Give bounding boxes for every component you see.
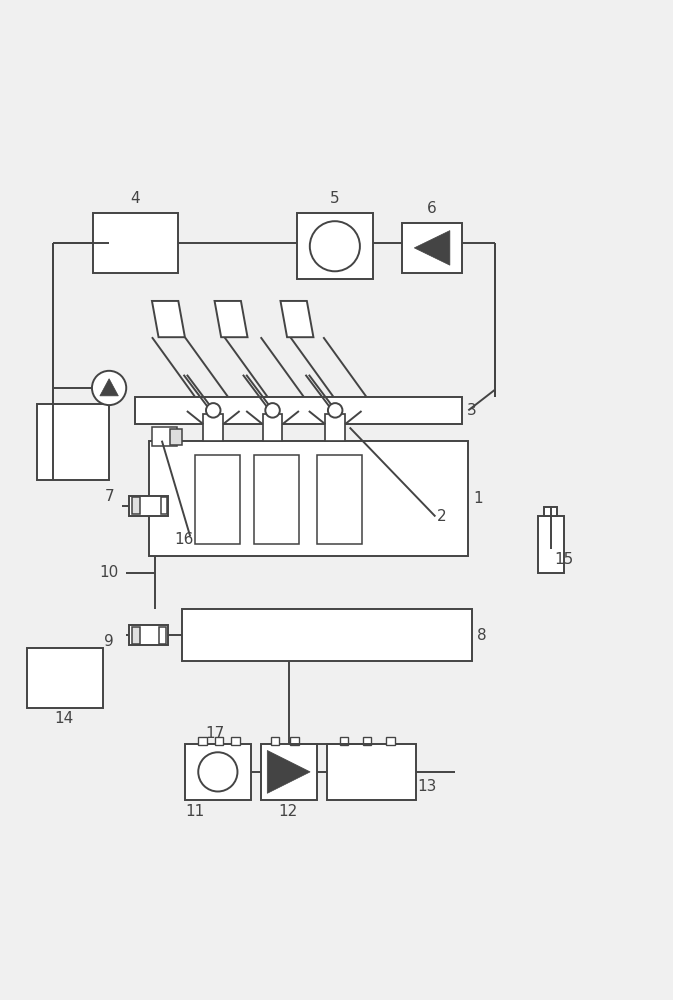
Circle shape	[199, 752, 238, 791]
Bar	[402, 223, 462, 273]
Text: 7: 7	[104, 489, 114, 504]
Bar	[132, 627, 140, 644]
Bar	[129, 625, 168, 645]
Bar	[149, 441, 468, 556]
Bar	[290, 737, 299, 745]
Bar	[215, 737, 223, 745]
Bar	[182, 609, 472, 661]
Text: 3: 3	[467, 403, 476, 418]
Polygon shape	[281, 301, 314, 337]
Text: 11: 11	[185, 804, 205, 819]
Text: 12: 12	[279, 804, 298, 819]
Text: 2: 2	[437, 509, 447, 524]
Text: 5: 5	[330, 191, 340, 206]
Bar	[386, 737, 394, 745]
Bar	[27, 648, 102, 708]
Bar	[317, 455, 361, 544]
Text: 14: 14	[55, 711, 74, 726]
Text: 15: 15	[555, 552, 573, 567]
Circle shape	[310, 221, 360, 271]
Circle shape	[328, 403, 343, 418]
Text: 4: 4	[131, 191, 140, 206]
Text: 13: 13	[418, 779, 437, 794]
Bar	[262, 414, 283, 441]
Bar	[132, 497, 140, 514]
Bar	[254, 455, 299, 544]
Text: 10: 10	[100, 565, 118, 580]
Bar	[271, 737, 279, 745]
Circle shape	[206, 403, 221, 418]
Bar	[260, 744, 317, 800]
Bar	[326, 744, 416, 800]
Bar	[129, 496, 168, 516]
Bar	[170, 429, 182, 445]
Polygon shape	[152, 301, 185, 337]
Bar	[161, 497, 167, 514]
Bar	[325, 414, 345, 441]
Bar	[198, 737, 207, 745]
Bar	[340, 737, 349, 745]
Bar	[203, 414, 223, 441]
Text: 1: 1	[473, 491, 483, 506]
Polygon shape	[215, 301, 248, 337]
Polygon shape	[100, 379, 118, 396]
Polygon shape	[267, 750, 310, 793]
Text: 9: 9	[104, 634, 114, 649]
Bar	[194, 455, 240, 544]
Bar	[135, 397, 462, 424]
Text: 17: 17	[205, 726, 224, 741]
Bar	[297, 213, 373, 279]
Bar	[538, 516, 564, 573]
Bar	[231, 737, 240, 745]
Bar	[36, 404, 109, 480]
Bar	[185, 744, 251, 800]
Bar	[159, 627, 166, 644]
Bar	[544, 507, 557, 516]
Circle shape	[265, 403, 280, 418]
Text: 8: 8	[476, 628, 487, 643]
Text: 6: 6	[427, 201, 437, 216]
Bar	[152, 427, 177, 446]
Bar	[363, 737, 371, 745]
Polygon shape	[415, 231, 450, 265]
Text: 16: 16	[174, 532, 193, 547]
Circle shape	[92, 371, 127, 405]
Bar	[93, 213, 178, 273]
